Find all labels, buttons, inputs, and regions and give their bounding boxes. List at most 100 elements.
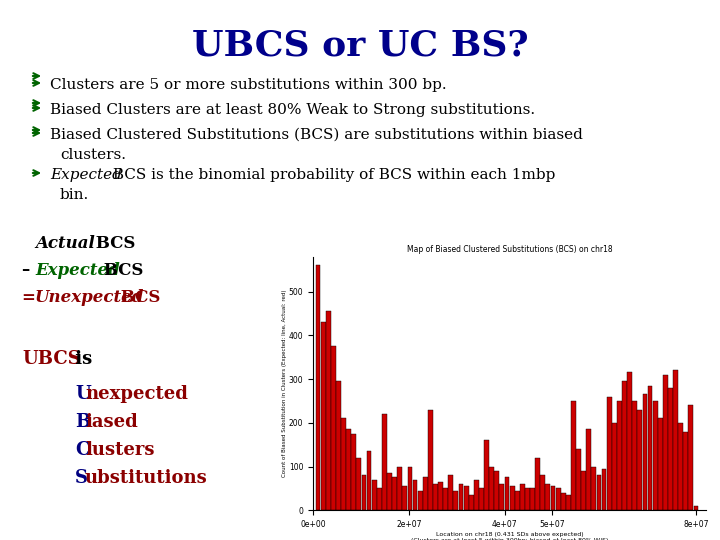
Bar	[530, 488, 535, 510]
Bar	[377, 488, 382, 510]
Bar	[459, 484, 464, 510]
Bar	[525, 488, 530, 510]
Text: BCS: BCS	[90, 235, 135, 252]
Bar	[632, 401, 637, 510]
Bar	[361, 475, 366, 510]
Bar	[510, 486, 515, 510]
Text: Clusters are 5 or more substitutions within 300 bp.: Clusters are 5 or more substitutions wit…	[50, 78, 446, 92]
Bar	[678, 423, 683, 510]
Bar	[581, 471, 586, 510]
Text: clusters.: clusters.	[60, 148, 126, 162]
Bar	[540, 475, 545, 510]
Text: Biased Clustered Substitutions (BCS) are substitutions within biased: Biased Clustered Substitutions (BCS) are…	[50, 128, 583, 142]
Bar	[315, 265, 320, 510]
Bar	[423, 477, 428, 510]
Text: Biased Clusters are at least 80% Weak to Strong substitutions.: Biased Clusters are at least 80% Weak to…	[50, 103, 535, 117]
Bar	[602, 469, 606, 510]
Bar	[320, 322, 325, 510]
Bar	[693, 506, 698, 510]
Text: B: B	[75, 413, 90, 431]
Bar	[515, 491, 520, 510]
Bar	[356, 458, 361, 510]
Text: nexpected: nexpected	[85, 385, 188, 403]
Bar	[474, 480, 479, 510]
Text: ubstitutions: ubstitutions	[85, 469, 208, 487]
Bar	[392, 477, 397, 510]
Bar	[556, 488, 561, 510]
Bar	[490, 467, 494, 510]
Bar	[653, 401, 657, 510]
Text: Expected: Expected	[50, 168, 122, 182]
Bar	[647, 386, 652, 510]
Bar	[642, 394, 647, 510]
Bar	[637, 410, 642, 510]
Bar	[325, 311, 330, 510]
Bar	[413, 480, 418, 510]
Bar	[479, 488, 484, 510]
Text: =: =	[22, 289, 42, 306]
Bar	[454, 491, 459, 510]
Bar	[627, 373, 632, 510]
Text: Actual: Actual	[35, 235, 95, 252]
Bar	[683, 431, 688, 510]
Text: S: S	[75, 469, 88, 487]
Bar	[622, 381, 627, 510]
Bar	[617, 401, 622, 510]
X-axis label: Location on chr18 (0.431 SDs above expected)
(Clusters are at least 5 within 300: Location on chr18 (0.431 SDs above expec…	[410, 532, 608, 540]
Bar	[408, 467, 413, 510]
Text: BCS: BCS	[98, 262, 143, 279]
Bar	[591, 467, 596, 510]
Bar	[336, 381, 341, 510]
Bar	[438, 482, 443, 510]
Bar	[418, 491, 423, 510]
Bar	[535, 458, 540, 510]
Text: bin.: bin.	[60, 188, 89, 202]
Bar	[382, 414, 387, 510]
Title: Map of Biased Clustered Substitutions (BCS) on chr18: Map of Biased Clustered Substitutions (B…	[407, 245, 612, 254]
Bar	[495, 471, 499, 510]
Bar	[551, 486, 555, 510]
Text: UBCS or UC BS?: UBCS or UC BS?	[192, 28, 528, 62]
Bar	[561, 493, 566, 510]
Bar	[402, 486, 408, 510]
Bar	[576, 449, 581, 510]
Bar	[433, 484, 438, 510]
Bar	[464, 486, 469, 510]
Bar	[341, 418, 346, 510]
Bar	[546, 484, 550, 510]
Text: C: C	[75, 441, 89, 459]
Bar	[366, 451, 372, 510]
Bar	[607, 396, 611, 510]
Bar	[505, 477, 510, 510]
Text: Unexpected: Unexpected	[35, 289, 145, 306]
Text: UBCS: UBCS	[22, 350, 81, 368]
Y-axis label: Count of Biased Substitution in Clusters (Expected: line, Actual: red): Count of Biased Substitution in Clusters…	[282, 289, 287, 477]
Bar	[372, 480, 377, 510]
Bar	[658, 418, 662, 510]
Bar	[387, 473, 392, 510]
Bar	[520, 484, 525, 510]
Bar	[444, 488, 448, 510]
Bar	[673, 370, 678, 510]
Bar	[597, 475, 601, 510]
Bar	[449, 475, 453, 510]
Bar	[484, 440, 489, 510]
Bar	[346, 429, 351, 510]
Bar	[663, 375, 668, 510]
Text: is: is	[69, 350, 92, 368]
Text: –: –	[22, 262, 36, 279]
Bar	[566, 495, 571, 510]
Bar	[428, 410, 433, 510]
Text: iased: iased	[85, 413, 138, 431]
Text: BCS is the binomial probability of BCS within each 1mbp: BCS is the binomial probability of BCS w…	[108, 168, 555, 182]
Bar	[331, 346, 336, 510]
Text: lusters: lusters	[85, 441, 155, 459]
Text: U: U	[75, 385, 91, 403]
Text: BCS: BCS	[115, 289, 161, 306]
Text: Expected: Expected	[35, 262, 120, 279]
Bar	[351, 434, 356, 510]
Bar	[397, 467, 402, 510]
Bar	[612, 423, 617, 510]
Bar	[469, 495, 474, 510]
Bar	[688, 406, 693, 510]
